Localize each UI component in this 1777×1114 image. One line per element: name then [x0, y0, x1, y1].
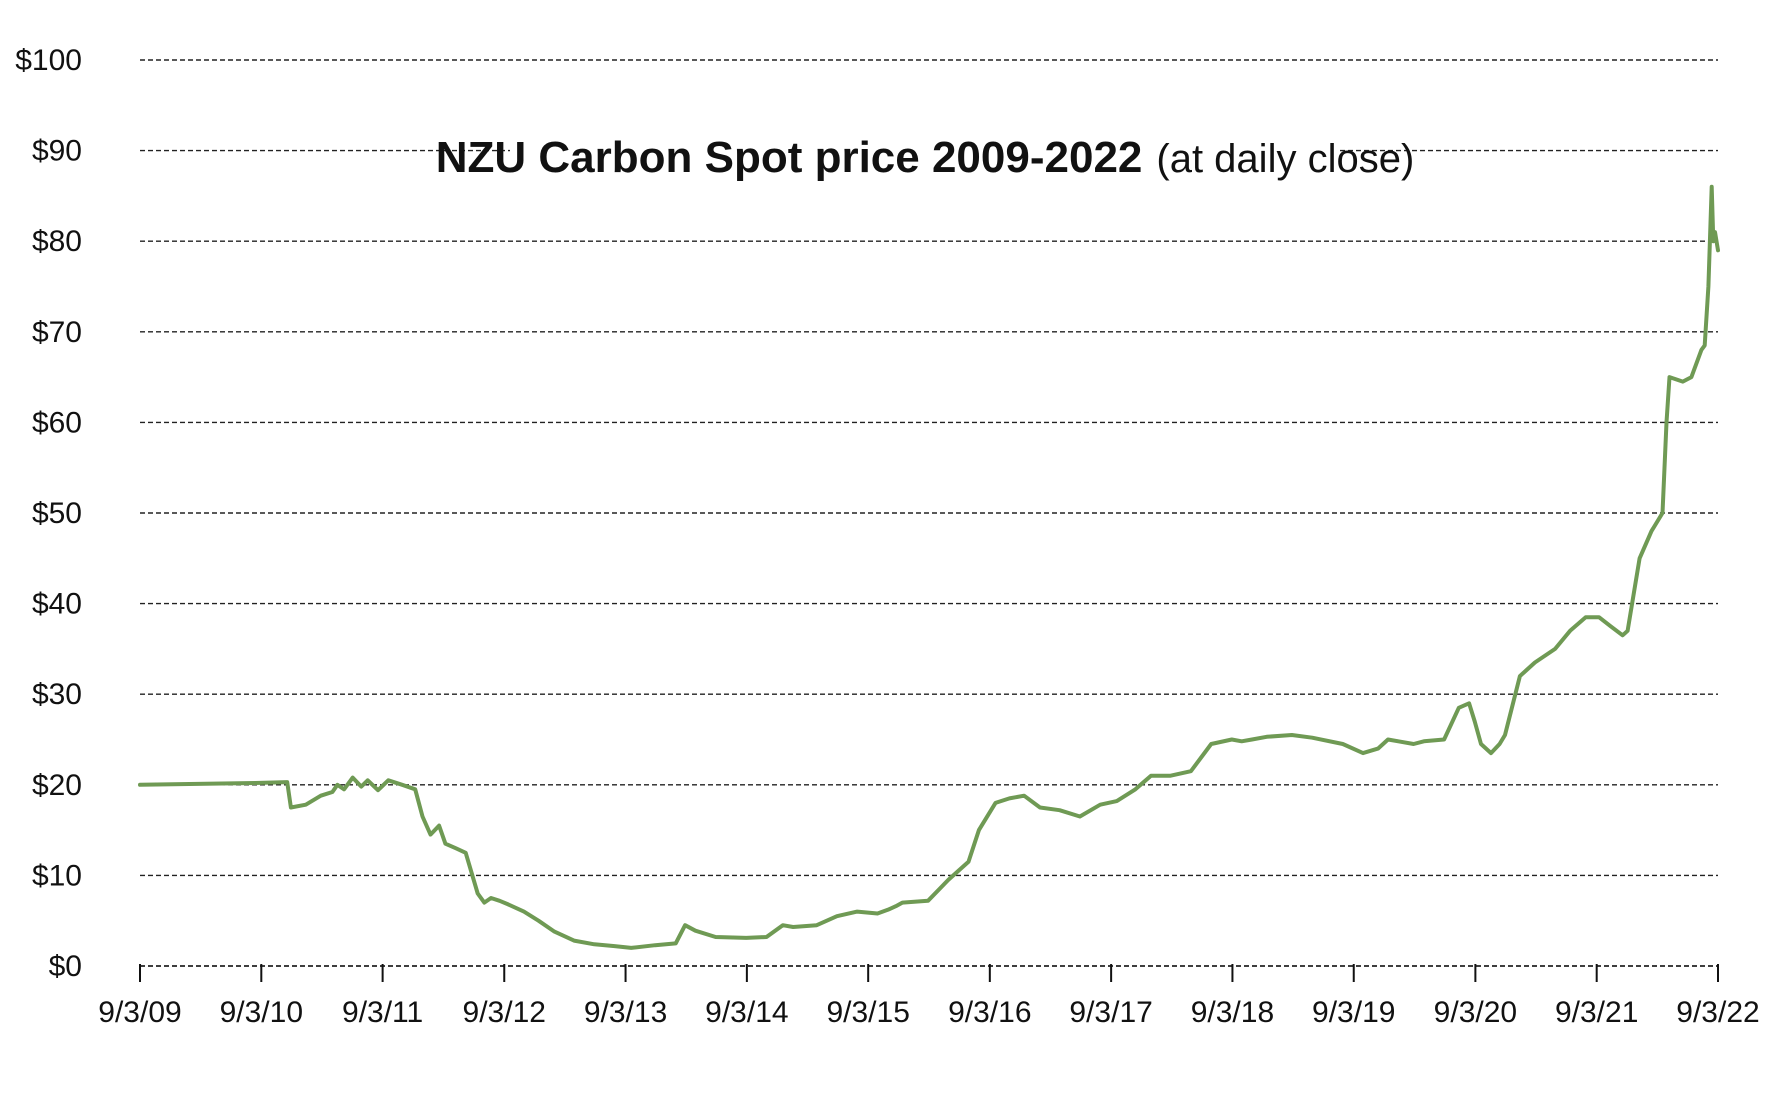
title-subtitle: (at daily close)	[1156, 137, 1414, 181]
title-main: NZU Carbon Spot price 2009-2022	[436, 133, 1143, 182]
y-tick-label: $90	[32, 135, 82, 168]
y-tick-label: $50	[32, 497, 82, 530]
x-axis: 9/3/09 9/3/10 9/3/11 9/3/12 9/3/13 9/3/14 9/3/…	[98, 964, 1760, 1029]
series-line-0	[138, 184, 1720, 950]
y-tick-label: $60	[32, 406, 82, 439]
x-tick-label: 9/3/16	[948, 996, 1031, 1029]
series-layer	[138, 184, 1720, 950]
y-tick-label: $10	[32, 859, 82, 892]
x-tick-label: 9/3/19	[1312, 996, 1395, 1029]
title-background	[510, 118, 1340, 196]
x-tick-label: 9/3/21	[1555, 996, 1638, 1029]
x-tick-label: 9/3/20	[1434, 996, 1517, 1029]
y-tick-label: $20	[32, 769, 82, 802]
y-tick-label: $0	[49, 950, 82, 983]
y-tick-label: $80	[32, 225, 82, 258]
x-tick-label: 9/3/09	[98, 996, 181, 1029]
y-axis: $0 $10 $20 $30 $40 $50 $60 $70 $80 $90 $100	[15, 44, 82, 983]
y-tick-label: $40	[32, 588, 82, 621]
title-text: NZU Carbon Spot price 2009-2022 (at dail…	[436, 133, 1415, 182]
chart-title: NZU Carbon Spot price 2009-2022 (at dail…	[436, 118, 1415, 196]
x-tick-label: 9/3/17	[1069, 996, 1152, 1029]
x-tick-label: 9/3/11	[342, 996, 423, 1029]
x-tick-label: 9/3/22	[1676, 996, 1759, 1029]
x-tick-label: 9/3/12	[463, 996, 546, 1029]
x-tick-label: 9/3/15	[826, 996, 909, 1029]
y-tick-label: $30	[32, 678, 82, 711]
x-tick-label: 9/3/14	[705, 996, 788, 1029]
x-tick-label: 9/3/18	[1191, 996, 1274, 1029]
x-tick-label: 9/3/10	[220, 996, 303, 1029]
y-tick-label: $70	[32, 316, 82, 349]
x-tick-label: 9/3/13	[584, 996, 667, 1029]
y-tick-label: $100	[15, 44, 82, 77]
